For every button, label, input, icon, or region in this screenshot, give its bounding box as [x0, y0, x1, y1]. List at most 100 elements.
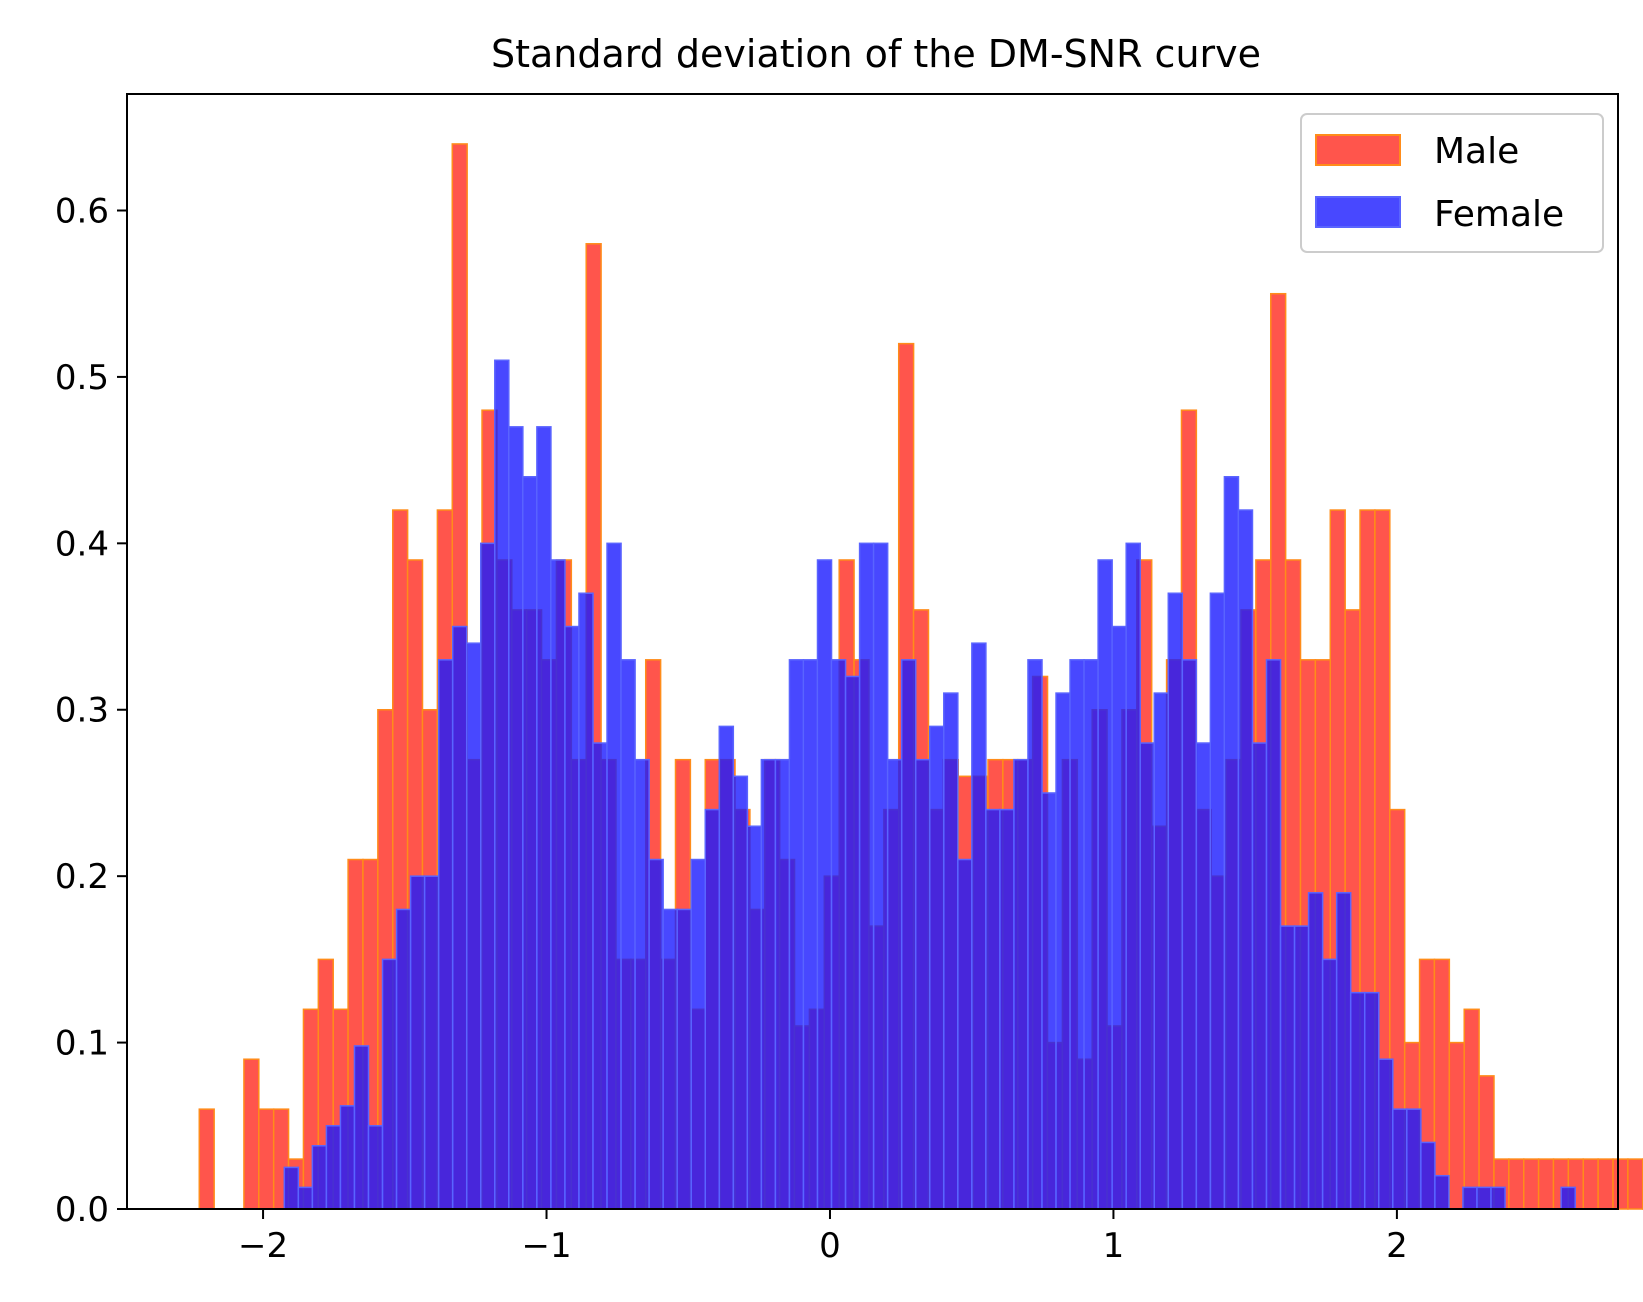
bar-female: [423, 875, 440, 1210]
bar-female: [339, 1105, 356, 1210]
legend: Male Female: [1300, 113, 1604, 253]
bars-female: [283, 359, 1576, 1210]
x-tick-label: −1: [521, 1226, 571, 1266]
bar-female: [1013, 758, 1029, 1210]
bar-female: [508, 426, 524, 1210]
bar-female: [1321, 958, 1338, 1210]
bar-male: [1508, 1158, 1525, 1210]
bar-female: [381, 958, 398, 1210]
bar-female: [480, 542, 496, 1210]
bar-female: [760, 758, 777, 1210]
bar-female: [1237, 509, 1254, 1210]
bar-female: [900, 659, 917, 1210]
x-tick-label: 1: [1103, 1226, 1125, 1266]
y-tick-label: 0.4: [55, 524, 109, 564]
bar-female: [1560, 1186, 1576, 1210]
y-tick-label: 0.0: [55, 1190, 109, 1230]
bar-female: [1462, 1186, 1478, 1210]
bar-female: [494, 359, 510, 1210]
bar-female: [1153, 692, 1170, 1210]
bar-female: [1223, 476, 1240, 1210]
bar-female: [1476, 1186, 1492, 1210]
bar-female: [1041, 792, 1057, 1210]
bar-female: [1125, 542, 1141, 1210]
bar-female: [1335, 892, 1352, 1210]
bar-female: [1293, 925, 1310, 1210]
bar-female: [943, 692, 959, 1210]
bar-female: [648, 858, 664, 1210]
bar-female: [1097, 559, 1113, 1210]
x-axis: −2 −1 0 1 2: [238, 1209, 1408, 1266]
chart-title: Standard deviation of the DM-SNR curve: [491, 32, 1261, 76]
bar-female: [395, 908, 412, 1210]
bar-male: [243, 1058, 260, 1210]
bar-female: [844, 675, 861, 1210]
bar-female: [297, 1186, 314, 1210]
bar-female: [1392, 1108, 1408, 1210]
bar-female: [1181, 659, 1198, 1210]
bar-female: [1349, 991, 1366, 1210]
bar-male: [1522, 1158, 1540, 1210]
bar-female: [929, 725, 945, 1210]
bar-female: [1420, 1141, 1436, 1210]
bar-female: [802, 659, 819, 1210]
bar-female: [1055, 692, 1071, 1210]
y-tick-label: 0.6: [55, 191, 109, 231]
bar-male: [1537, 1158, 1555, 1210]
y-tick-label: 0.2: [55, 857, 109, 897]
bar-female: [1279, 925, 1296, 1210]
bar-female: [634, 758, 650, 1210]
bar-female: [1167, 592, 1184, 1210]
bar-female: [1378, 1058, 1394, 1210]
bar-female: [465, 642, 482, 1210]
bar-female: [620, 659, 636, 1210]
bar-female: [1434, 1174, 1450, 1210]
bar-female: [676, 908, 692, 1210]
bar-female: [704, 808, 721, 1210]
bar-female: [1027, 659, 1043, 1210]
bar-female: [437, 659, 454, 1210]
y-tick-label: 0.3: [55, 691, 109, 731]
bar-female: [283, 1166, 300, 1210]
bar-female: [564, 625, 580, 1210]
bar-female: [999, 808, 1015, 1210]
legend-swatch-male: [1315, 134, 1401, 166]
bar-female: [367, 1125, 384, 1210]
bar-female: [858, 542, 875, 1210]
bar-female: [830, 659, 847, 1210]
bar-female: [914, 758, 931, 1210]
bar-female: [816, 559, 833, 1210]
bar-male: [1433, 958, 1451, 1210]
bar-female: [732, 775, 749, 1210]
y-tick-label: 0.1: [55, 1024, 109, 1064]
bar-female: [522, 476, 538, 1210]
bar-male: [1627, 1158, 1643, 1210]
bar-female: [1251, 742, 1268, 1210]
bar-female: [1083, 659, 1099, 1210]
bar-female: [1195, 742, 1212, 1210]
bar-female: [746, 825, 763, 1210]
bar-male: [1597, 1158, 1614, 1210]
legend-label-male: Male: [1434, 131, 1519, 172]
bar-male: [1448, 1041, 1465, 1210]
bar-female: [592, 742, 608, 1210]
bar-female: [985, 808, 1001, 1210]
bar-female: [1111, 625, 1127, 1210]
bar-female: [578, 592, 594, 1210]
bar-female: [536, 426, 552, 1210]
bar-female: [886, 758, 903, 1210]
bar-female: [550, 559, 566, 1210]
y-axis: 0.0 0.1 0.2 0.3 0.4 0.5 0.6: [55, 191, 127, 1230]
bar-female: [1069, 659, 1085, 1210]
x-tick-label: −2: [238, 1226, 288, 1266]
bar-female: [1209, 592, 1226, 1210]
plot-frame: [126, 93, 1619, 1210]
bar-female: [606, 542, 622, 1210]
bar-female: [1490, 1186, 1506, 1210]
bar-female: [718, 725, 735, 1210]
y-tick-label: 0.5: [55, 358, 109, 398]
bar-female: [1307, 892, 1324, 1210]
bar-male: [1612, 1158, 1629, 1210]
bar-female: [872, 542, 889, 1210]
